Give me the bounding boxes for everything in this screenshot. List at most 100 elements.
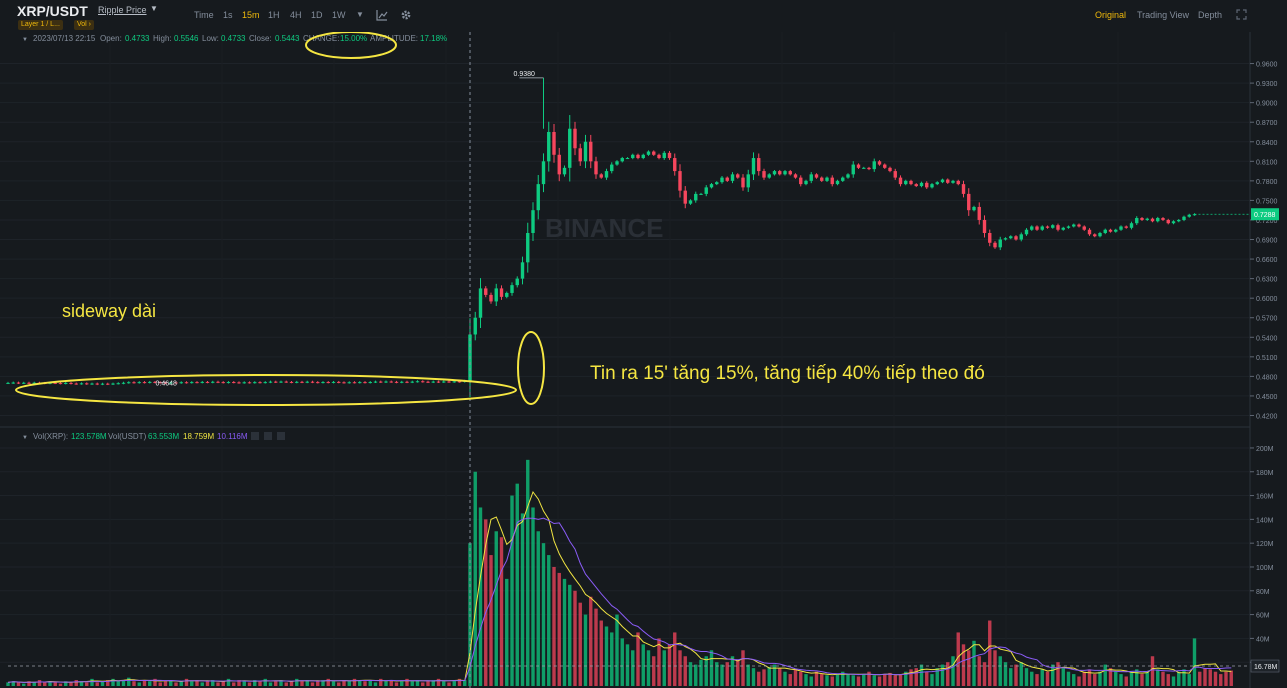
volume-bar xyxy=(373,682,378,686)
volume-bar xyxy=(337,682,341,686)
price-tick-label: 0.4500 xyxy=(1256,394,1278,401)
volume-bar xyxy=(1019,662,1023,686)
volume-bar xyxy=(1161,671,1165,686)
volume-bar xyxy=(358,680,362,686)
candle-body xyxy=(310,381,315,383)
candle-body xyxy=(79,383,84,385)
candle-body xyxy=(242,382,246,384)
candle-body xyxy=(1066,226,1071,228)
view-depth-tab[interactable]: Depth xyxy=(1198,10,1223,20)
volume-bar xyxy=(888,672,892,686)
candle-body xyxy=(431,381,435,383)
volume-bar xyxy=(552,566,556,686)
volume-bar xyxy=(1124,676,1128,686)
volume-bar xyxy=(169,680,173,686)
candle-body xyxy=(95,383,99,385)
legend-close-icon[interactable] xyxy=(277,432,285,440)
candle-body xyxy=(379,381,383,383)
volume-legend-collapse-icon[interactable]: ▼ xyxy=(22,435,28,441)
volume-bar xyxy=(1208,669,1212,686)
candle-body xyxy=(195,382,199,384)
candle-body xyxy=(436,381,441,383)
chart-labels: 0.7288 16.78M 0.9380 0.4648 xyxy=(156,71,1280,673)
view-tradingview-tab[interactable]: Trading View xyxy=(1137,10,1190,20)
volume-bar xyxy=(925,671,929,686)
volume-bar xyxy=(1145,671,1149,686)
candle-body xyxy=(363,382,367,384)
ohlc-legend: ▼ 2023/07/13 22:15 Open: 0.4733 High: 0.… xyxy=(22,34,447,43)
candle-body xyxy=(148,381,152,383)
volume-bar xyxy=(226,678,231,686)
candle-body xyxy=(457,381,462,383)
candle-body xyxy=(809,174,813,181)
fullscreen-icon[interactable] xyxy=(1236,9,1247,20)
price-name-link[interactable]: Ripple Price xyxy=(98,5,147,15)
view-original-tab[interactable]: Original xyxy=(1095,10,1127,20)
volume-bar xyxy=(184,678,189,686)
chevron-down-icon[interactable]: ▼ xyxy=(150,4,158,13)
candle-body xyxy=(1192,214,1197,216)
candle-body xyxy=(494,288,498,302)
volume-bar xyxy=(363,681,367,686)
volume-bar xyxy=(331,681,336,686)
volume-bar xyxy=(379,678,383,686)
volume-bar xyxy=(447,682,451,686)
candle-body xyxy=(993,242,997,248)
vol-usdt-value: 63.553M xyxy=(148,432,179,441)
sideway-annotation: sideway dài xyxy=(62,301,157,321)
volume-bar xyxy=(730,656,735,686)
candle-body xyxy=(552,131,556,155)
price-volume-chart[interactable]: BINANCE 0.96000.93000.90000.87000.84000.… xyxy=(0,32,1287,688)
timeframe-15m[interactable]: 15m xyxy=(242,10,260,20)
settings-gear-icon[interactable] xyxy=(400,9,412,21)
open-label: Open: xyxy=(100,34,122,43)
volume-bar xyxy=(179,681,183,686)
candle-body xyxy=(762,171,766,178)
candle-body xyxy=(32,382,36,384)
more-timeframes-icon[interactable]: ▼ xyxy=(356,10,364,19)
candle-body xyxy=(1045,226,1050,228)
volume-bar xyxy=(988,620,992,686)
volume-bar xyxy=(1051,664,1055,686)
legend-settings-icon[interactable] xyxy=(264,432,272,440)
candle-body xyxy=(316,382,320,384)
volume-bar xyxy=(1098,671,1102,686)
timeframe-1s[interactable]: 1s xyxy=(223,10,233,20)
legend-collapse-icon[interactable]: ▼ xyxy=(22,37,28,43)
candle-body xyxy=(478,288,483,318)
volume-bar xyxy=(163,681,168,686)
volume-bar xyxy=(48,681,52,686)
volume-bar xyxy=(237,680,241,686)
candle-body xyxy=(951,180,955,183)
volume-bar xyxy=(977,656,981,686)
candle-body xyxy=(1187,214,1191,217)
volume-bar xyxy=(610,632,614,686)
symbol-title[interactable]: XRP/USDT xyxy=(17,3,88,19)
candle-body xyxy=(909,180,913,185)
volume-bar xyxy=(153,678,157,686)
volume-legend: ▼ Vol(XRP): 123.578M Vol(USDT) 63.553M 1… xyxy=(22,432,285,441)
candle-body xyxy=(872,161,876,170)
volume-bar xyxy=(636,632,640,686)
volume-bar xyxy=(1014,664,1018,686)
volume-bar xyxy=(783,671,787,686)
timeframe-time[interactable]: Time xyxy=(194,10,214,20)
vol-tag[interactable]: Vol › xyxy=(74,20,95,30)
candle-body xyxy=(925,182,929,188)
indicator-icon[interactable] xyxy=(376,9,388,21)
category-tag[interactable]: Layer 1 / L... xyxy=(18,20,63,30)
volume-bar xyxy=(562,578,567,686)
volume-bar xyxy=(457,678,462,686)
timeframe-4h[interactable]: 4H xyxy=(290,10,302,20)
volume-bar xyxy=(867,671,871,686)
timeframe-1h[interactable]: 1H xyxy=(268,10,280,20)
candle-body xyxy=(967,193,971,211)
timeframe-1w[interactable]: 1W xyxy=(332,10,346,20)
timeframe-1d[interactable]: 1D xyxy=(311,10,323,20)
candle-body xyxy=(562,167,567,175)
volume-bar xyxy=(893,675,897,686)
volume-bar xyxy=(835,674,840,686)
price-tick-label: 0.8700 xyxy=(1256,120,1278,127)
volume-bar xyxy=(1192,638,1197,686)
legend-eye-icon[interactable] xyxy=(251,432,259,440)
